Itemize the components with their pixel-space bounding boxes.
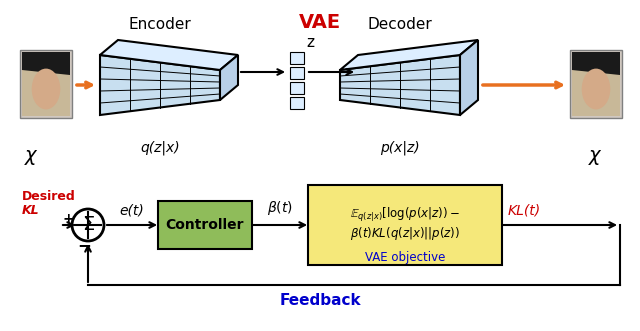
Text: $\beta(t)$: $\beta(t)$ bbox=[267, 199, 293, 217]
Polygon shape bbox=[100, 40, 238, 70]
Circle shape bbox=[72, 209, 104, 241]
FancyBboxPatch shape bbox=[570, 50, 622, 118]
Text: −: − bbox=[77, 236, 91, 254]
Text: KL(t): KL(t) bbox=[508, 203, 541, 217]
Text: e(t): e(t) bbox=[120, 203, 145, 217]
FancyBboxPatch shape bbox=[290, 97, 304, 109]
FancyBboxPatch shape bbox=[290, 82, 304, 94]
Polygon shape bbox=[572, 52, 620, 75]
Polygon shape bbox=[100, 55, 220, 115]
Text: $\Sigma$: $\Sigma$ bbox=[81, 215, 95, 234]
Text: Encoder: Encoder bbox=[129, 17, 191, 32]
Text: $\chi$: $\chi$ bbox=[24, 148, 40, 167]
FancyBboxPatch shape bbox=[572, 52, 620, 116]
FancyBboxPatch shape bbox=[20, 50, 72, 118]
Polygon shape bbox=[460, 40, 478, 115]
Text: VAE: VAE bbox=[299, 13, 341, 32]
Text: Decoder: Decoder bbox=[367, 17, 433, 32]
FancyBboxPatch shape bbox=[290, 67, 304, 79]
Text: q(z|x): q(z|x) bbox=[140, 140, 180, 155]
FancyBboxPatch shape bbox=[22, 52, 70, 116]
Text: z: z bbox=[306, 35, 314, 50]
Text: Feedback: Feedback bbox=[279, 293, 361, 308]
Text: p(x|z): p(x|z) bbox=[380, 140, 420, 155]
Text: KL: KL bbox=[22, 204, 40, 216]
Text: Desired: Desired bbox=[22, 191, 76, 204]
FancyBboxPatch shape bbox=[308, 185, 502, 265]
Text: $\beta(t)KL(q(z|x)||p(z))$: $\beta(t)KL(q(z|x)||p(z))$ bbox=[350, 224, 460, 242]
Text: $\chi$: $\chi$ bbox=[589, 148, 604, 167]
Text: +: + bbox=[62, 212, 74, 226]
FancyBboxPatch shape bbox=[290, 52, 304, 64]
Text: VAE objective: VAE objective bbox=[365, 251, 445, 263]
Polygon shape bbox=[340, 40, 478, 70]
Text: $\mathbb{E}_{q(z|x)}[\log(p(x|z)) -$: $\mathbb{E}_{q(z|x)}[\log(p(x|z)) -$ bbox=[350, 206, 460, 224]
Polygon shape bbox=[220, 55, 238, 100]
FancyBboxPatch shape bbox=[158, 201, 252, 249]
Polygon shape bbox=[22, 52, 70, 75]
Ellipse shape bbox=[582, 69, 611, 110]
Polygon shape bbox=[340, 55, 460, 115]
Text: Controller: Controller bbox=[166, 218, 244, 232]
Ellipse shape bbox=[32, 69, 60, 110]
